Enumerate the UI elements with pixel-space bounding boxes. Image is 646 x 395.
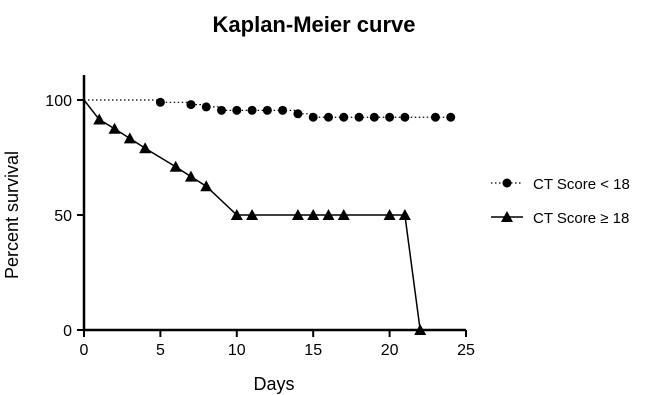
x-tick-label: 25 xyxy=(457,342,475,359)
series-ct-lt-18-point xyxy=(369,112,379,122)
series-ct-ge-18-point xyxy=(398,209,411,220)
series-ct-lt-18-point xyxy=(430,112,440,122)
series-ct-ge-18-point xyxy=(139,142,152,154)
plot-series xyxy=(83,97,456,335)
series-ct-ge-18-point xyxy=(184,170,197,182)
series-ct-lt-18-point xyxy=(323,112,333,122)
y-tick-label: 0 xyxy=(63,323,72,340)
legend-label-ct-ge-18: CT Score ≥ 18 xyxy=(533,210,629,227)
series-ct-lt-18-point xyxy=(232,105,242,115)
series-ct-lt-18-point xyxy=(155,97,165,107)
series-ct-ge-18-point xyxy=(337,209,350,220)
x-axis-label: Days xyxy=(253,374,294,394)
series-ct-lt-18-point xyxy=(293,109,303,119)
series-ct-lt-18-point xyxy=(354,112,364,122)
legend-label-ct-lt-18: CT Score < 18 xyxy=(533,176,630,193)
series-ct-lt-18-point xyxy=(308,112,318,122)
series-ct-lt-18-point xyxy=(217,105,227,115)
series-ct-lt-18-point xyxy=(201,102,211,112)
x-tick-label: 20 xyxy=(381,342,399,359)
x-tick-label: 0 xyxy=(80,342,89,359)
series-ct-ge-18-point xyxy=(169,160,182,172)
series-ct-ge-18-point xyxy=(93,113,106,125)
series-ct-lt-18-point xyxy=(262,105,272,115)
series-ct-ge-18-point xyxy=(291,209,304,220)
series-ct-ge-18-point xyxy=(322,209,335,220)
series-ct-ge-18-point xyxy=(230,209,243,220)
chart-title: Kaplan-Meier curve xyxy=(213,12,416,37)
x-tick-label: 15 xyxy=(304,342,322,359)
series-ct-lt-18-point xyxy=(339,112,349,122)
y-axis-label: Percent survival xyxy=(2,151,22,279)
y-tick-label: 100 xyxy=(45,93,72,110)
series-ct-lt-18-point xyxy=(247,105,257,115)
series-ct-ge-18-point xyxy=(200,180,213,192)
legend: CT Score < 18 CT Score ≥ 18 xyxy=(491,176,630,227)
series-ct-lt-18-point xyxy=(385,112,395,122)
x-tick-label: 5 xyxy=(156,342,165,359)
series-ct-ge-18-point xyxy=(414,324,427,335)
series-ct-lt-18-point xyxy=(446,112,456,122)
series-ct-lt-18-point xyxy=(186,100,196,110)
series-ct-lt-18-point xyxy=(400,112,410,122)
axis-ticks: 0 5 10 15 20 25 0 50 100 xyxy=(45,93,475,359)
series-ct-ge-18-point xyxy=(246,209,259,220)
x-tick-label: 10 xyxy=(228,342,246,359)
series-ct-ge-18-point xyxy=(383,209,396,220)
series-ct-ge-18-point xyxy=(123,132,136,144)
legend-marker-circle xyxy=(502,178,512,188)
series-ct-ge-18-point xyxy=(108,122,121,134)
series-ct-ge-18-point xyxy=(307,209,320,220)
series-ct-lt-18-point xyxy=(278,105,288,115)
y-tick-label: 50 xyxy=(54,208,72,225)
legend-marker-triangle xyxy=(501,211,513,222)
